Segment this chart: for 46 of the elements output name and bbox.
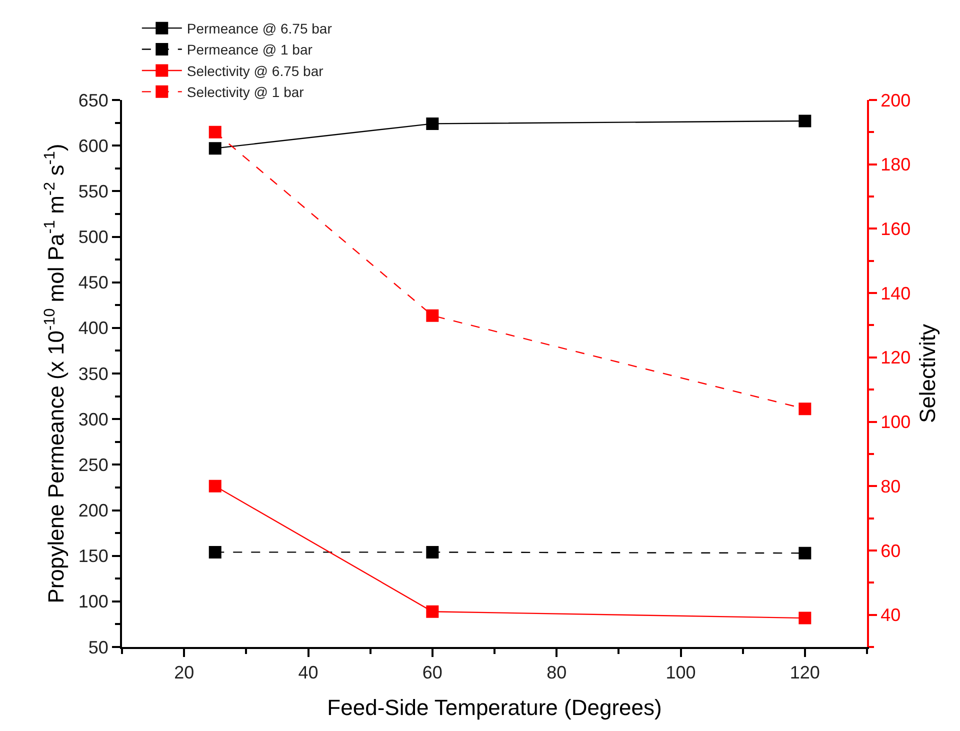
x-tick-label: 80 [546, 662, 567, 683]
x-tick-label: 60 [422, 662, 442, 683]
y-tick-label: 550 [78, 181, 108, 202]
y-tick-label: 50 [88, 637, 108, 658]
point [208, 546, 222, 558]
y2-tick-label: 140 [880, 283, 911, 304]
y-tick-label: 200 [78, 500, 108, 521]
x-axis-title: Feed-Side Temperature (Degrees) [327, 695, 662, 720]
y2-tick-label: 80 [880, 476, 901, 496]
y-tick-label: 250 [78, 454, 108, 475]
y2-tick-label: 200 [880, 90, 911, 110]
legend-label: Selectivity @ 6.75 bar [186, 62, 324, 79]
y2-tick-label: 100 [880, 412, 911, 432]
legend-label: Permeance @ 1 bar [186, 42, 313, 58]
point [798, 402, 812, 416]
y2-tick-label: 120 [880, 348, 911, 368]
point [798, 546, 812, 560]
y-tick-label: 600 [78, 136, 108, 156]
y-tick-label: 150 [78, 546, 108, 566]
point [208, 142, 222, 155]
y2-axis-title: Selectivity [915, 324, 940, 424]
legend-label: Selectivity @ 1 bar [186, 84, 304, 100]
point [426, 309, 439, 322]
point [426, 546, 439, 558]
y2-tick-label: 180 [880, 154, 911, 175]
point [798, 114, 812, 128]
y-tick-label: 300 [78, 409, 108, 430]
x-tick-label: 20 [174, 662, 194, 683]
y2-tick-label: 160 [880, 219, 911, 240]
y-tick-label: 350 [78, 364, 108, 384]
point [426, 605, 439, 618]
y-tick-label: 500 [78, 227, 108, 248]
x-tick-label: 100 [666, 662, 696, 683]
y2-tick-label: 40 [880, 605, 901, 626]
y-tick-label: 100 [78, 592, 108, 612]
legend-label: Permeance @ 6.75 bar [186, 20, 332, 37]
y-tick-label: 400 [78, 318, 108, 338]
point [798, 612, 812, 624]
point [426, 117, 439, 130]
y-tick-label: 450 [78, 272, 108, 293]
x-tick-label: 40 [298, 662, 318, 683]
y-tick-label: 650 [78, 90, 108, 110]
point [208, 480, 222, 492]
point [208, 126, 222, 138]
x-tick-label: 120 [790, 662, 820, 683]
y2-tick-label: 60 [880, 540, 901, 561]
